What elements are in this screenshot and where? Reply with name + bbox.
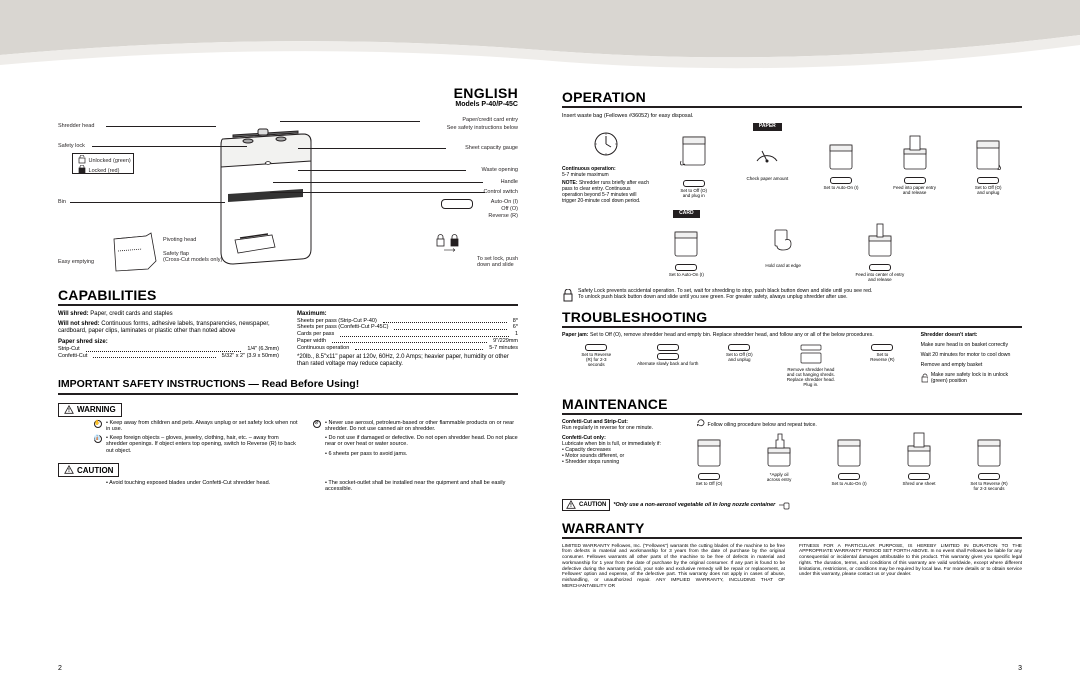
caution-badge: ! CAUTION bbox=[58, 463, 119, 477]
hand-icon: ✋ bbox=[94, 420, 102, 428]
page-2: ENGLISH Models P-40/P-45C Shredder head bbox=[0, 0, 540, 698]
head-detail-illustration bbox=[230, 225, 285, 265]
operation-row-paper: Continuous operation: 5-7 minute maximum… bbox=[562, 123, 1022, 205]
troubleshooting-content: Paper jam: Set to Off (O), remove shredd… bbox=[562, 333, 1022, 388]
caution-bullets: • Avoid touching exposed blades under Co… bbox=[92, 480, 518, 496]
page-3: OPERATION Insert waste bag (Fellowes #36… bbox=[540, 0, 1080, 698]
label-see-safety: See safety instructions below bbox=[447, 125, 518, 131]
maintenance-content: Confetti-Cut and Strip-Cut: Run regularl… bbox=[562, 420, 1022, 492]
tie-icon: 👔 bbox=[94, 435, 102, 443]
label-safety-flap: Safety flap (Cross-Cut models only) bbox=[163, 251, 222, 264]
gauge-icon bbox=[752, 139, 782, 169]
paper-category-label: PAPER bbox=[753, 123, 782, 131]
hold-card-icon bbox=[767, 226, 799, 256]
operation-intro: Insert waste bag (Fellowes #36052) for e… bbox=[562, 113, 1022, 119]
warranty-heading: WARRANTY bbox=[562, 520, 1022, 536]
maintenance-caution: !CAUTION *Only use a non-aerosol vegetab… bbox=[562, 496, 1022, 514]
lock-set-illustration bbox=[435, 231, 463, 255]
warning-bullets: ✋• Keep away from children and pets. Alw… bbox=[92, 420, 518, 461]
capabilities-content: Will shred: Paper, credit cards and stap… bbox=[58, 311, 518, 368]
language-title: ENGLISH bbox=[58, 85, 518, 101]
clock-icon bbox=[591, 129, 621, 159]
label-bin: Bin bbox=[58, 199, 66, 205]
label-auto-on: Auto-On (I) bbox=[491, 199, 518, 205]
language-header: ENGLISH Models P-40/P-45C bbox=[58, 85, 518, 109]
maintenance-heading: MAINTENANCE bbox=[562, 396, 1022, 412]
repeat-icon bbox=[696, 418, 706, 428]
warranty-text: LIMITED WARRANTY Fellowes, Inc. ("Fellow… bbox=[562, 544, 1022, 590]
feed-paper-icon bbox=[900, 135, 930, 173]
label-handle: Handle bbox=[501, 179, 518, 185]
safety-lock-note: Safety Lock prevents accidental operatio… bbox=[562, 289, 1022, 303]
svg-text:!: ! bbox=[68, 408, 70, 414]
shredder-labeled-diagram: Shredder head Safety lock Unlocked (gree… bbox=[58, 111, 518, 281]
svg-text:!: ! bbox=[68, 468, 70, 474]
page-number-left: 2 bbox=[58, 665, 62, 673]
label-off: Off (O) bbox=[501, 206, 518, 212]
bin-detail-illustration bbox=[106, 231, 161, 276]
svg-text:!: ! bbox=[570, 503, 572, 509]
step-shredder-icon bbox=[679, 131, 709, 169]
label-safety-lock: Safety lock bbox=[58, 143, 85, 149]
label-pivot-head: Pivoting head bbox=[163, 237, 196, 243]
label-waste: Waste opening bbox=[482, 167, 519, 173]
label-shredder-head: Shredder head bbox=[58, 123, 94, 129]
oil-icon bbox=[764, 432, 794, 470]
unlock-icon bbox=[921, 373, 928, 383]
spray-icon: ⊘ bbox=[313, 420, 321, 428]
oil-bottle-icon bbox=[778, 500, 792, 510]
lock-icon bbox=[562, 289, 574, 303]
label-easy-empty: Easy emptying bbox=[58, 259, 94, 265]
safety-instructions-heading: IMPORTANT SAFETY INSTRUCTIONS — Read Bef… bbox=[58, 378, 518, 390]
troubleshooting-heading: TROUBLESHOOTING bbox=[562, 309, 1022, 325]
step-shredder-icon bbox=[826, 135, 856, 173]
label-paper-entry: Paper/credit card entry bbox=[462, 117, 518, 123]
label-gauge: Sheet capacity gauge bbox=[465, 145, 518, 151]
step-shredder-icon bbox=[973, 135, 1003, 173]
feed-card-icon bbox=[865, 222, 895, 260]
remove-head-icon bbox=[796, 343, 826, 365]
page-number-right: 3 bbox=[1018, 665, 1022, 673]
card-category-label: CARD bbox=[673, 210, 699, 218]
label-control: Control switch bbox=[483, 189, 518, 195]
label-reverse: Reverse (R) bbox=[488, 213, 518, 219]
label-to-set: To set lock, push down and slide bbox=[477, 256, 518, 269]
capabilities-heading: CAPABILITIES bbox=[58, 287, 518, 303]
operation-heading: OPERATION bbox=[562, 89, 1022, 105]
warning-badge: ! WARNING bbox=[58, 403, 122, 417]
operation-row-card: CARD Set to Auto-On (I) Hold card at edg… bbox=[641, 210, 1022, 283]
models-subtitle: Models P-40/P-45C bbox=[58, 101, 518, 109]
switch-icon bbox=[683, 180, 705, 187]
